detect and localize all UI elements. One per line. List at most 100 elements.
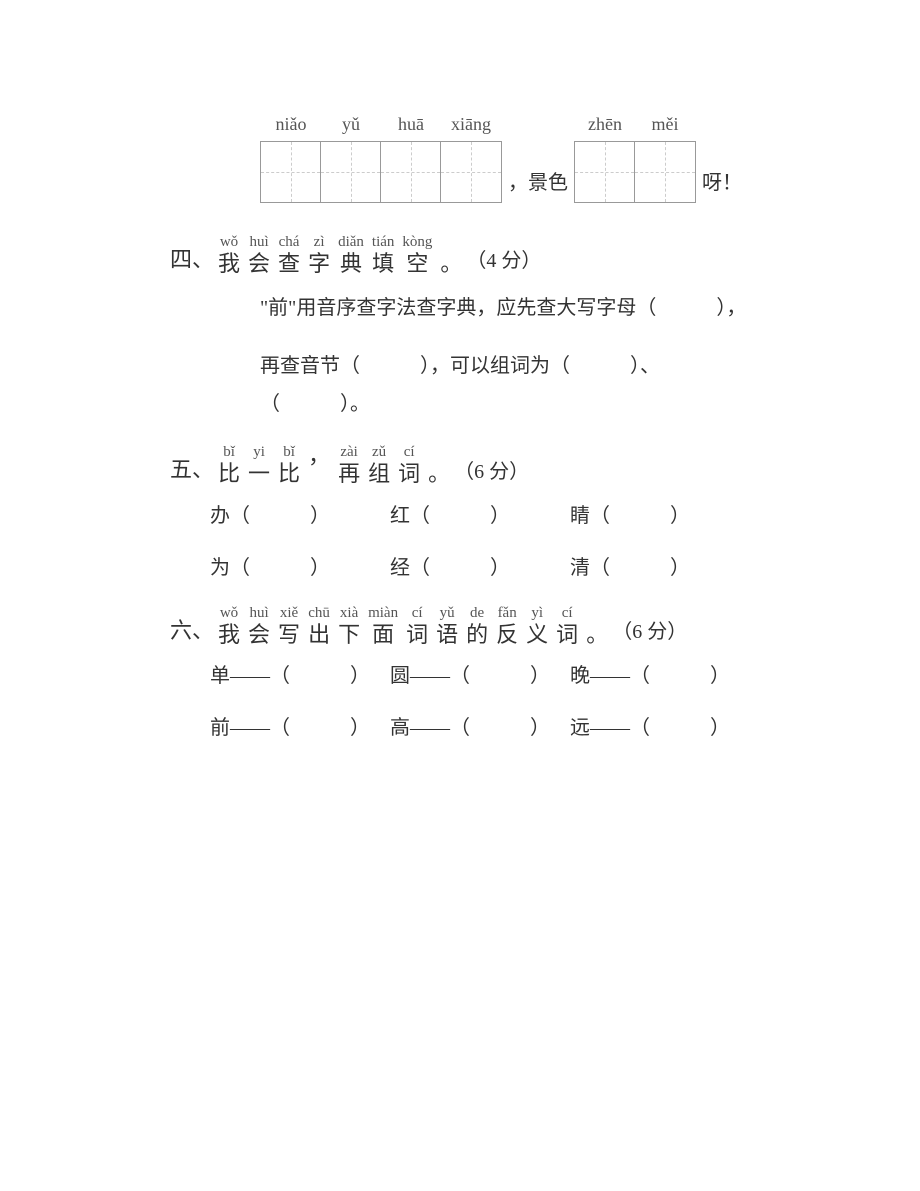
section-5-row1: 办（ ） 红（ ） 睛（ ）	[210, 500, 750, 532]
section-6-row2: 前——（ ） 高——（ ） 远——（ ）	[210, 712, 750, 744]
ruby-pinyin: yi	[253, 443, 265, 461]
word-item: 远——（ ）	[570, 712, 750, 744]
section-6-title: wǒ我 huì会 xiě写 chū出 xià下 miàn面 cí词 yǔ语 de…	[218, 604, 586, 648]
ruby-hanzi: 一	[248, 461, 270, 487]
ruby-hanzi: 查	[278, 251, 300, 277]
section-number: 六、	[170, 613, 214, 648]
section-6-row1: 单——（ ） 圆——（ ） 晚——（ ）	[210, 660, 750, 692]
word-item: 为（ ）	[210, 552, 390, 584]
points: （6 分）	[454, 456, 529, 488]
ruby-pinyin: wǒ	[220, 604, 238, 622]
ruby-hanzi: 我	[218, 622, 240, 648]
word-item: 清（ ）	[570, 552, 750, 584]
ruby-hanzi: 会	[248, 251, 270, 277]
ruby-pinyin: diǎn	[338, 233, 364, 251]
box-group-2: zhēn měi	[574, 110, 696, 203]
ruby-hanzi: 典	[340, 251, 362, 277]
ruby-hanzi: 面	[372, 622, 394, 648]
ruby-hanzi: 会	[248, 622, 270, 648]
ruby-pinyin: cí	[412, 604, 423, 622]
ruby-hanzi: 反	[496, 622, 518, 648]
section-4-line1: "前"用音序查字法查字典，应先查大写字母（ ），	[260, 289, 750, 327]
ruby-hanzi: 词	[556, 622, 578, 648]
pinyin-cell: xiāng	[441, 110, 501, 139]
section-number: 五、	[170, 452, 214, 487]
text-before-group2: ，景色	[502, 167, 574, 203]
ruby-hanzi: 义	[526, 622, 548, 648]
ruby-pinyin: fǎn	[498, 604, 517, 622]
char-box[interactable]	[381, 142, 441, 202]
word-item: 单——（ ）	[210, 660, 390, 692]
ruby-pinyin: de	[470, 604, 484, 622]
ruby-pinyin: huì	[249, 604, 268, 622]
section-4-header: 四、 wǒ我 huì会 chá查 zì字 diǎn典 tián填 kòng空 。…	[170, 233, 750, 277]
ruby-hanzi: 字	[308, 251, 330, 277]
punct: 。	[428, 461, 450, 487]
character-box-row: niǎo yǔ huā xiāng ，景色 zhēn měi 呀！	[260, 110, 750, 203]
section-5-header: 五、 bǐ比 yi一 bǐ比 ， zài再 zǔ组 cí词 。 （6 分）	[170, 443, 750, 487]
ruby-pinyin: yì	[531, 604, 543, 622]
ruby-pinyin: zì	[314, 233, 325, 251]
ruby-pinyin: chá	[279, 233, 300, 251]
char-box[interactable]	[261, 142, 321, 202]
ruby-pinyin: wǒ	[220, 233, 238, 251]
char-boxes-2	[574, 141, 696, 203]
pinyin-row-2: zhēn měi	[575, 110, 695, 139]
ruby-hanzi: 词	[398, 461, 420, 487]
char-boxes-1	[260, 141, 502, 203]
ruby-pinyin: chū	[308, 604, 330, 622]
section-number: 四、	[170, 242, 214, 277]
ruby-hanzi: 再	[338, 461, 360, 487]
char-box[interactable]	[321, 142, 381, 202]
ruby-hanzi: ，	[308, 443, 330, 469]
ruby-pinyin: bǐ	[223, 443, 235, 461]
ruby-pinyin: miàn	[368, 604, 398, 622]
pinyin-cell: huā	[381, 110, 441, 139]
box-group-1: niǎo yǔ huā xiāng	[260, 110, 502, 203]
char-box[interactable]	[441, 142, 501, 202]
ruby-hanzi: 语	[436, 622, 458, 648]
word-item: 圆——（ ）	[390, 660, 570, 692]
points: （4 分）	[466, 245, 541, 277]
ruby-pinyin: zài	[340, 443, 357, 461]
word-item: 办（ ）	[210, 500, 390, 532]
ruby-hanzi: 组	[368, 461, 390, 487]
word-item: 睛（ ）	[570, 500, 750, 532]
ruby-hanzi: 比	[278, 461, 300, 487]
section-5-title: bǐ比 yi一 bǐ比 ， zài再 zǔ组 cí词	[218, 443, 428, 487]
char-box[interactable]	[635, 142, 695, 202]
ruby-hanzi: 比	[218, 461, 240, 487]
word-item: 红（ ）	[390, 500, 570, 532]
word-item: 经（ ）	[390, 552, 570, 584]
pinyin-cell: měi	[635, 110, 695, 139]
ruby-hanzi: 空	[406, 251, 428, 277]
ruby-pinyin: tián	[372, 233, 395, 251]
ruby-pinyin: cí	[562, 604, 573, 622]
section-4-title: wǒ我 huì会 chá查 zì字 diǎn典 tián填 kòng空	[218, 233, 440, 277]
ruby-hanzi: 词	[406, 622, 428, 648]
points: （6 分）	[612, 616, 687, 648]
word-item: 晚——（ ）	[570, 660, 750, 692]
char-box[interactable]	[575, 142, 635, 202]
word-item: 高——（ ）	[390, 712, 570, 744]
text-after-group2: 呀！	[696, 167, 748, 203]
punct: 。	[586, 622, 608, 648]
section-4-line2: 再查音节（ ），可以组词为（ ）、（ ）。	[260, 347, 750, 423]
ruby-hanzi: 出	[308, 622, 330, 648]
section-5-row2: 为（ ） 经（ ） 清（ ）	[210, 552, 750, 584]
pinyin-row-1: niǎo yǔ huā xiāng	[261, 110, 501, 139]
ruby-hanzi: 我	[218, 251, 240, 277]
word-item: 前——（ ）	[210, 712, 390, 744]
ruby-pinyin: zǔ	[372, 443, 386, 461]
ruby-hanzi: 写	[278, 622, 300, 648]
ruby-pinyin: yǔ	[440, 604, 455, 622]
pinyin-cell: zhēn	[575, 110, 635, 139]
section-6-header: 六、 wǒ我 huì会 xiě写 chū出 xià下 miàn面 cí词 yǔ语…	[170, 604, 750, 648]
pinyin-cell: yǔ	[321, 110, 381, 139]
punct: 。	[440, 251, 462, 277]
ruby-pinyin: kòng	[402, 233, 432, 251]
ruby-hanzi: 下	[338, 622, 360, 648]
ruby-hanzi: 的	[466, 622, 488, 648]
pinyin-cell: niǎo	[261, 110, 321, 139]
ruby-pinyin: huì	[249, 233, 268, 251]
